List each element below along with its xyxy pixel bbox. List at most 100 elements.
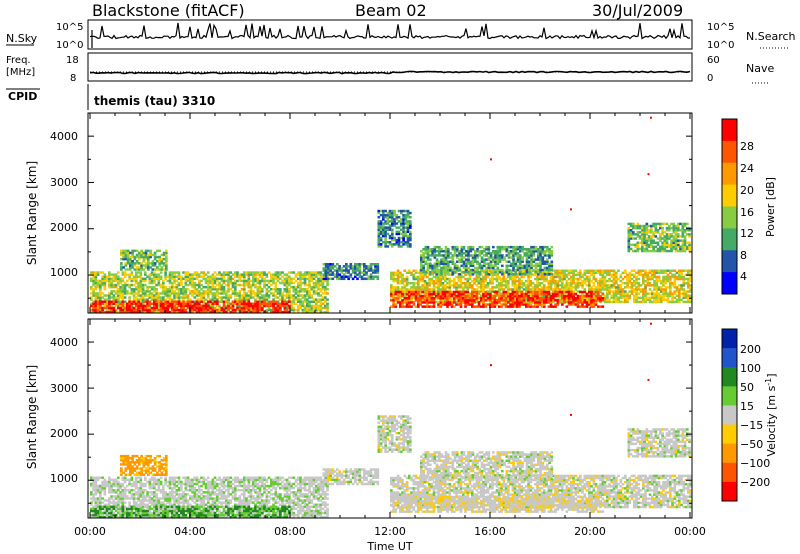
power-cell — [630, 284, 634, 287]
power-cell — [388, 243, 392, 246]
power-cell — [119, 304, 122, 308]
power-cell — [384, 232, 387, 236]
power-cell — [288, 300, 291, 303]
power-cell — [574, 286, 578, 289]
power-cell — [466, 282, 470, 285]
power-cell — [646, 277, 650, 281]
power-cell — [642, 275, 645, 279]
power-cell — [124, 255, 128, 259]
power-cell — [615, 290, 618, 293]
power-cell — [639, 290, 643, 293]
power-cell — [329, 271, 332, 274]
power-cell — [317, 306, 320, 310]
power-cell — [117, 283, 120, 287]
power-cell — [99, 306, 102, 310]
power-cell — [137, 271, 140, 274]
power-cell — [245, 304, 248, 308]
power-cell — [222, 281, 226, 285]
power-cell — [572, 279, 575, 283]
power-cell — [511, 299, 515, 302]
power-cell — [315, 308, 318, 312]
power-cell — [186, 302, 190, 306]
power-cell — [547, 297, 551, 300]
power-cell — [164, 304, 167, 308]
power-cell — [386, 241, 390, 244]
power-cell — [406, 211, 410, 215]
power-cell — [466, 294, 470, 298]
power-cell — [164, 310, 167, 314]
power-cell — [290, 294, 293, 297]
power-cell — [121, 271, 125, 274]
power-cell — [678, 288, 681, 291]
power-cell — [171, 290, 174, 293]
power-cell — [252, 283, 255, 287]
power-cell — [507, 271, 510, 275]
power-cell — [297, 292, 300, 295]
power-cell — [147, 264, 150, 267]
power-cell — [590, 297, 593, 300]
power-cell — [165, 262, 168, 265]
power-cell — [234, 310, 237, 314]
power-cell — [103, 273, 107, 276]
power-cell — [245, 308, 248, 312]
power-cell — [408, 303, 411, 306]
power-cell — [204, 273, 208, 276]
power-cell — [243, 281, 246, 285]
power-cell — [412, 294, 416, 298]
power-cell — [534, 299, 537, 302]
power-cell — [114, 283, 118, 287]
power-cell — [211, 304, 215, 308]
power-cell — [99, 285, 102, 289]
power-cell — [144, 290, 147, 293]
power-cell — [669, 269, 672, 272]
power-cell — [252, 290, 255, 293]
power-cell — [585, 292, 589, 296]
power-cell — [186, 306, 190, 310]
power-cell — [317, 281, 320, 285]
power-cell — [162, 304, 165, 308]
power-cell — [310, 277, 314, 281]
power-cell — [321, 285, 325, 289]
power-cell — [455, 297, 458, 300]
power-cell — [141, 296, 145, 299]
power-cell — [132, 308, 136, 312]
power-cell — [592, 290, 596, 293]
power-cell — [274, 290, 278, 293]
power-cell — [518, 284, 521, 287]
power-cell — [583, 269, 587, 272]
power-cell — [549, 279, 553, 283]
power-cell — [417, 292, 420, 296]
power-cell — [299, 302, 302, 306]
power-cell — [222, 273, 226, 276]
power-cell — [428, 279, 431, 283]
power-cell — [396, 271, 400, 275]
power-cell — [168, 304, 172, 308]
power-cell — [536, 290, 539, 294]
power-cell — [270, 275, 273, 278]
power-cell — [439, 282, 443, 285]
power-cell — [324, 306, 327, 310]
power-cell — [162, 285, 165, 289]
power-cell — [579, 294, 582, 298]
power-cell — [608, 279, 611, 283]
power-cell — [471, 292, 474, 296]
power-cell — [128, 296, 131, 299]
power-cell — [216, 290, 219, 293]
power-cell — [669, 284, 672, 287]
power-cell — [227, 306, 230, 310]
power-cell — [404, 243, 408, 246]
power-cell — [186, 288, 190, 291]
power-cell — [324, 275, 328, 278]
power-cell — [574, 282, 578, 285]
power-cell — [538, 294, 542, 297]
power-cell — [146, 304, 149, 308]
power-cell — [432, 290, 436, 294]
power-cell — [504, 277, 508, 281]
power-cell — [567, 288, 571, 291]
power-cell — [500, 292, 503, 295]
power-cell — [310, 310, 314, 314]
power-cell — [401, 301, 404, 304]
power-cell — [399, 271, 402, 275]
power-cell — [437, 286, 440, 289]
power-cell — [412, 292, 416, 296]
